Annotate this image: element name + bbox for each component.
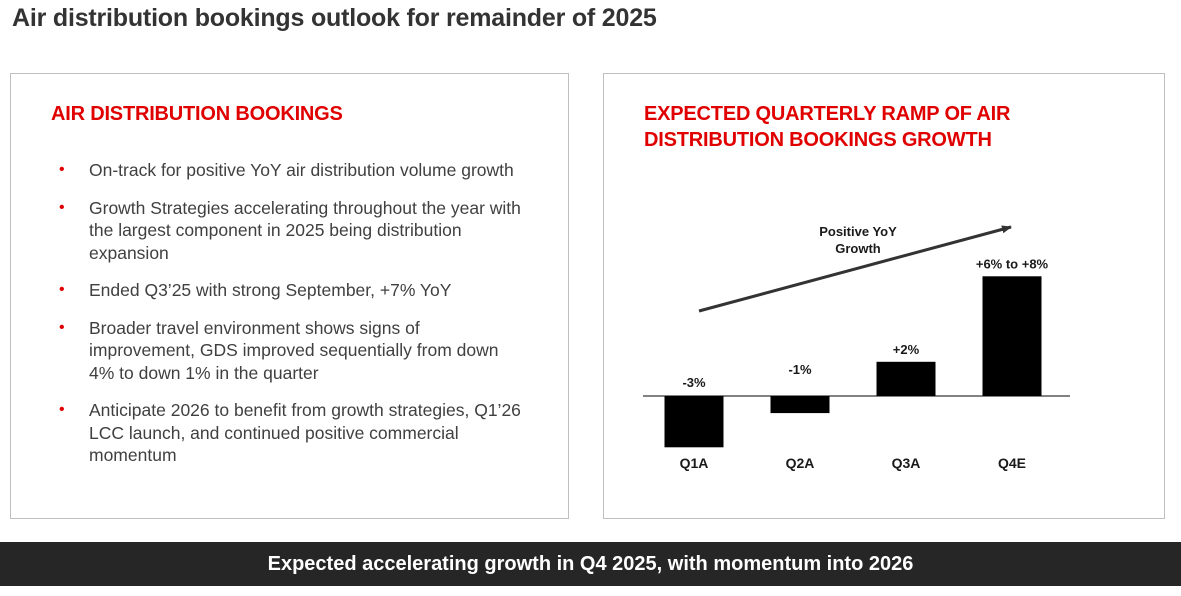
chart-title: EXPECTED QUARTERLY RAMP OF AIR DISTRIBUT… bbox=[644, 103, 1011, 151]
x-tick-label-q3a: Q3A bbox=[892, 455, 921, 471]
x-tick-label-q1a: Q1A bbox=[680, 455, 709, 471]
trend-arrow bbox=[698, 225, 1012, 313]
bullet-dot-icon: • bbox=[59, 281, 65, 298]
data-label-q1a: -3% bbox=[682, 375, 706, 390]
bullet-item: • Ended Q3’25 with strong September, +7% … bbox=[51, 279, 521, 302]
data-label-q3a: +2% bbox=[893, 342, 920, 357]
bar-q1a bbox=[664, 396, 724, 448]
x-tick-label-q4e: Q4E bbox=[998, 455, 1026, 471]
bullet-item: • On-track for positive YoY air distribut… bbox=[51, 159, 521, 182]
bullet-item: • Growth Strategies accelerating througho… bbox=[51, 197, 521, 265]
bookings-bullets-panel: AIR DISTRIBUTION BOOKINGS • On-track for … bbox=[10, 73, 569, 519]
trend-annotation-line: Positive YoY bbox=[819, 224, 897, 239]
footer-banner: Expected accelerating growth in Q4 2025,… bbox=[0, 542, 1181, 586]
bullet-text: On-track for positive YoY air distributi… bbox=[89, 160, 514, 180]
bullet-text: Growth Strategies accelerating throughou… bbox=[89, 197, 521, 263]
bullet-dot-icon: • bbox=[59, 161, 65, 178]
quarterly-ramp-panel: EXPECTED QUARTERLY RAMP OF AIR DISTRIBUT… bbox=[603, 73, 1165, 519]
trend-annotation: Positive YoY Growth bbox=[819, 224, 897, 256]
page-title: Air distribution bookings outlook for re… bbox=[12, 4, 657, 32]
trend-annotation-line: Growth bbox=[835, 241, 881, 256]
bullet-text: Broader travel environment shows signs o… bbox=[89, 317, 499, 383]
bullet-dot-icon: • bbox=[59, 198, 65, 216]
bullet-item: • Broader travel environment shows signs … bbox=[51, 317, 521, 385]
bullet-dot-icon: • bbox=[59, 318, 65, 336]
bar-q4e bbox=[982, 276, 1042, 396]
x-tick-label-q2a: Q2A bbox=[786, 455, 815, 471]
bar-q2a bbox=[770, 396, 830, 414]
bullet-text: Ended Q3’25 with strong September, +7% Y… bbox=[89, 280, 452, 300]
bookings-growth-chart: -3% Q1A -1% Q2A +2% Q3A +6% to +8% Q4E Positive … bbox=[643, 224, 1070, 471]
bullet-list: • On-track for positive YoY air distribut… bbox=[51, 159, 521, 482]
data-label-q4e: +6% to +8% bbox=[976, 256, 1049, 271]
bullet-text: Anticipate 2026 to benefit from growth s… bbox=[89, 400, 521, 465]
left-panel-heading: AIR DISTRIBUTION BOOKINGS bbox=[51, 103, 343, 125]
bar-q3a bbox=[876, 361, 936, 396]
data-label-q2a: -1% bbox=[788, 362, 812, 377]
bullet-dot-icon: • bbox=[59, 401, 65, 418]
bullet-item: • Anticipate 2026 to benefit from growth … bbox=[51, 399, 521, 467]
